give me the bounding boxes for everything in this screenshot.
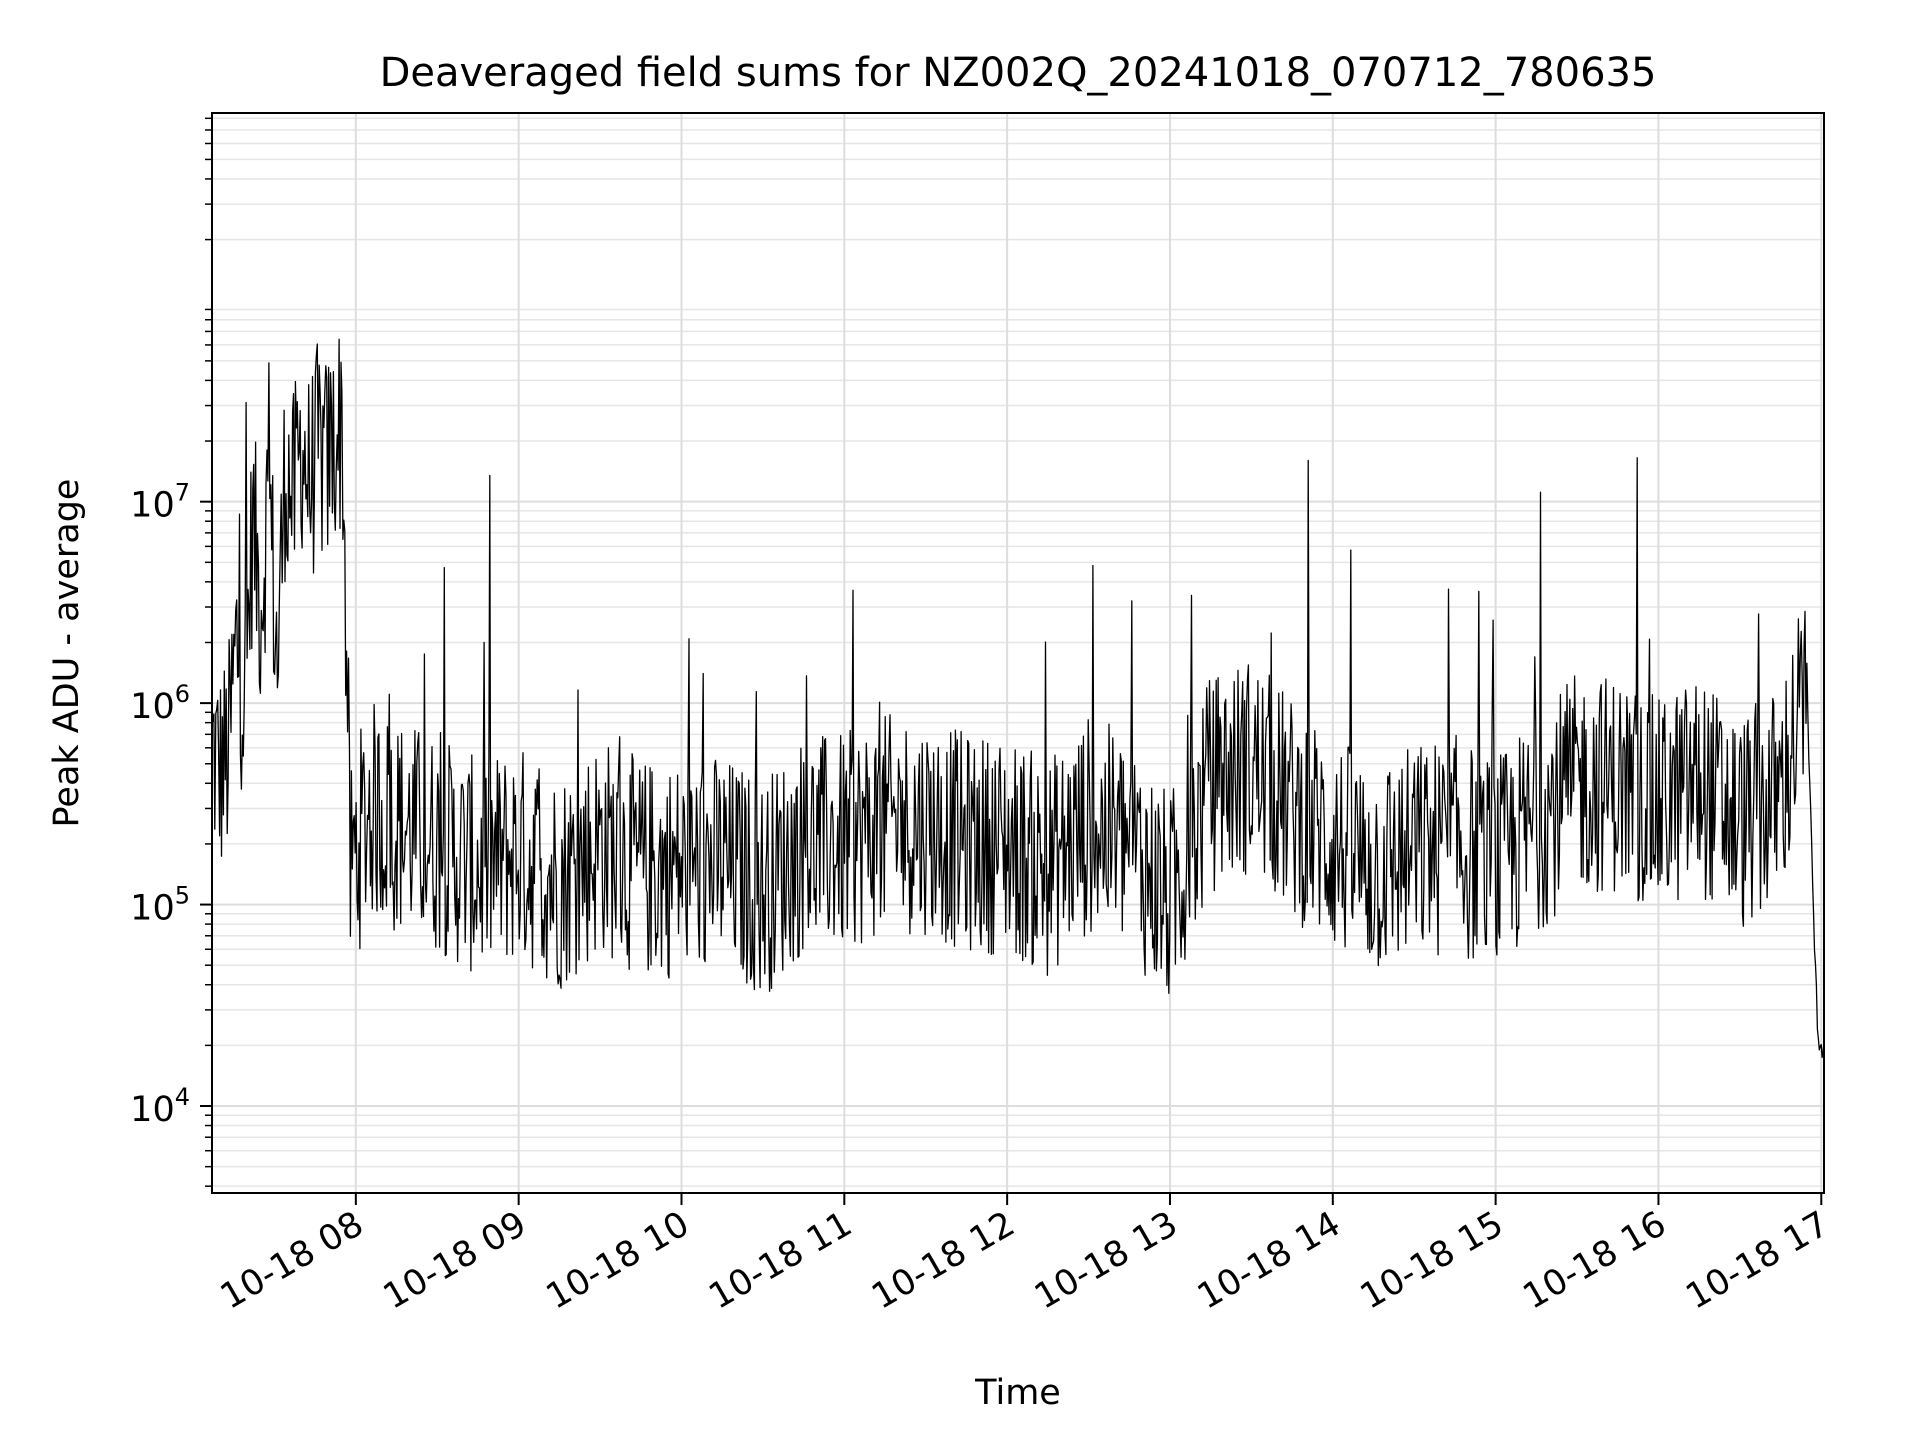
x-tick-label: 10-18 08 <box>214 1204 370 1317</box>
x-tick-label: 10-18 09 <box>377 1204 533 1317</box>
y-tick-base: 10 <box>130 687 175 727</box>
major-grid <box>212 113 1824 1193</box>
y-tick-exponent: 4 <box>175 1083 190 1111</box>
y-tick-label: 106 <box>130 680 190 727</box>
series-line <box>211 338 1825 1059</box>
x-tick-label: 10-18 16 <box>1517 1204 1673 1317</box>
x-tick-label: 10-18 13 <box>1028 1204 1184 1317</box>
x-tick-label: 10-18 17 <box>1679 1204 1835 1317</box>
y-tick-label: 104 <box>130 1083 190 1130</box>
minor-grid <box>212 117 1824 1187</box>
y-tick-base: 10 <box>130 889 175 929</box>
y-tick-exponent: 5 <box>175 882 190 910</box>
y-tick-exponent: 6 <box>175 680 190 708</box>
plot-frame <box>211 112 1825 1194</box>
chart-title: Deaveraged field sums for NZ002Q_2024101… <box>380 50 1657 96</box>
y-tick-label: 105 <box>130 882 190 929</box>
x-axis: 10-18 08 10-18 09 10-18 10 10-18 11 10-18 12… <box>214 1193 1836 1317</box>
y-axis-label: Peak ADU - average <box>47 479 87 828</box>
x-tick-label: 10-18 10 <box>540 1204 696 1317</box>
x-tick-label: 10-18 15 <box>1354 1204 1510 1317</box>
y-tick-exponent: 7 <box>175 479 190 507</box>
x-axis-label: Time <box>974 1373 1061 1413</box>
x-tick-label: 10-18 12 <box>865 1204 1021 1317</box>
y-tick-base: 10 <box>130 486 175 526</box>
x-tick-label: 10-18 14 <box>1191 1204 1347 1317</box>
series-layer <box>211 338 1825 1059</box>
y-tick-base: 10 <box>130 1090 175 1130</box>
x-tick-label: 10-18 11 <box>703 1204 859 1317</box>
y-tick-label: 107 <box>130 479 190 526</box>
